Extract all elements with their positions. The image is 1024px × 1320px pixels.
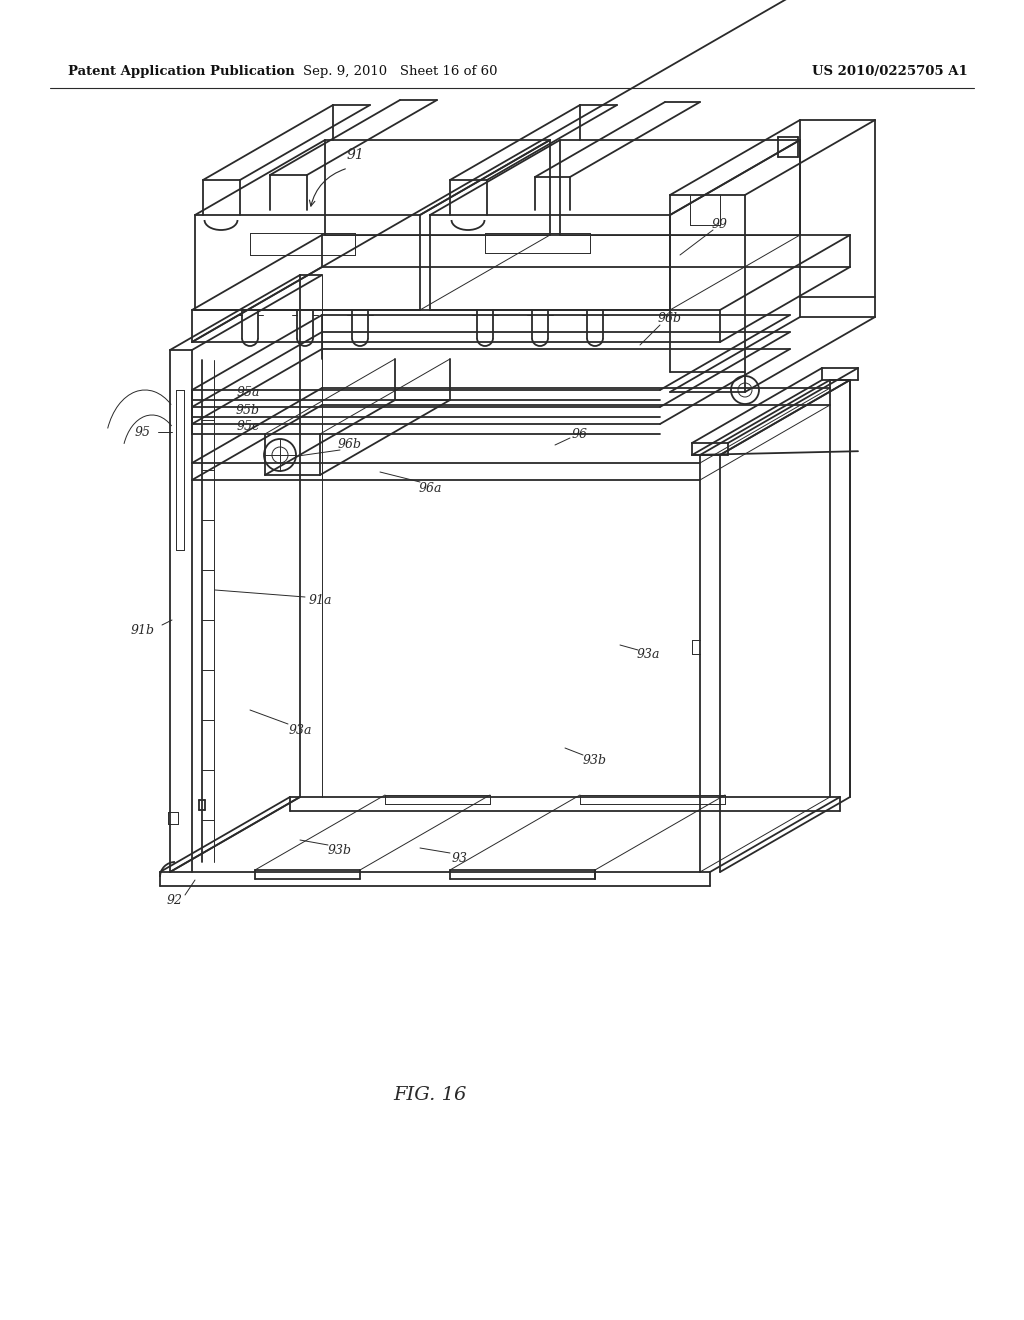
Text: 91a: 91a <box>308 594 332 606</box>
Text: 95c: 95c <box>237 421 259 433</box>
Text: 93b: 93b <box>583 754 607 767</box>
Text: 95a: 95a <box>237 387 260 400</box>
Text: 95: 95 <box>135 425 151 438</box>
Text: 93: 93 <box>452 851 468 865</box>
Text: 92: 92 <box>167 894 183 907</box>
Text: 99: 99 <box>712 219 728 231</box>
Text: 96: 96 <box>572 429 588 441</box>
Text: 93a: 93a <box>636 648 659 661</box>
Text: Patent Application Publication: Patent Application Publication <box>68 66 295 78</box>
Text: 96a: 96a <box>418 482 441 495</box>
Text: 91b: 91b <box>131 623 155 636</box>
Text: 93b: 93b <box>328 843 352 857</box>
Text: 95b: 95b <box>236 404 260 417</box>
Text: 93a: 93a <box>288 723 311 737</box>
Text: FIG. 16: FIG. 16 <box>393 1086 467 1104</box>
Text: US 2010/0225705 A1: US 2010/0225705 A1 <box>812 66 968 78</box>
Text: 96b: 96b <box>338 438 362 451</box>
Text: 96b: 96b <box>658 312 682 325</box>
Text: Sep. 9, 2010   Sheet 16 of 60: Sep. 9, 2010 Sheet 16 of 60 <box>303 66 498 78</box>
Text: 91: 91 <box>346 148 364 162</box>
